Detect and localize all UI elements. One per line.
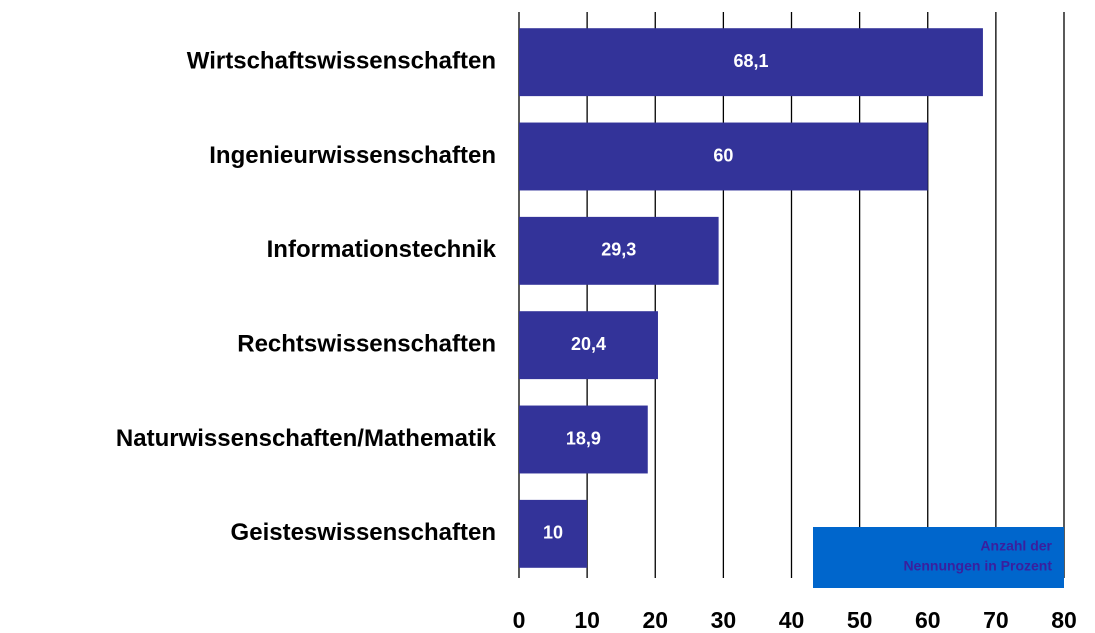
value-label: 68,1 — [733, 51, 768, 71]
x-tick-label: 70 — [983, 607, 1009, 633]
bar — [519, 311, 658, 380]
value-label: 10 — [543, 523, 563, 543]
bar — [519, 216, 719, 285]
category-label: Ingenieurwissenschaften — [209, 142, 496, 169]
x-tick-label: 0 — [513, 607, 526, 633]
value-label: 60 — [713, 145, 733, 165]
x-tick-label: 20 — [642, 607, 668, 633]
category-label: Geisteswissenschaften — [231, 519, 496, 546]
x-tick-label: 30 — [711, 607, 737, 633]
x-tick-label: 80 — [1051, 607, 1077, 633]
bar — [519, 122, 928, 191]
value-label: 29,3 — [601, 240, 636, 260]
value-label: 18,9 — [566, 428, 601, 448]
bar — [519, 405, 648, 474]
bar — [519, 499, 588, 568]
annotation-box — [813, 527, 1064, 588]
x-tick-label: 50 — [847, 607, 873, 633]
category-label: Informationstechnik — [267, 236, 497, 263]
annotation: Anzahl der — [980, 538, 1052, 554]
category-label: Rechtswissenschaften — [237, 331, 496, 358]
value-label: 20,4 — [571, 334, 606, 354]
x-tick-label: 40 — [779, 607, 805, 633]
x-tick-label: 60 — [915, 607, 941, 633]
bar — [519, 28, 983, 97]
x-tick-label: 10 — [574, 607, 600, 633]
annotation: Nennungen in Prozent — [903, 558, 1052, 574]
category-label: Naturwissenschaften/Mathematik — [116, 425, 497, 452]
category-label: Wirtschaftswissenschaften — [187, 48, 496, 75]
